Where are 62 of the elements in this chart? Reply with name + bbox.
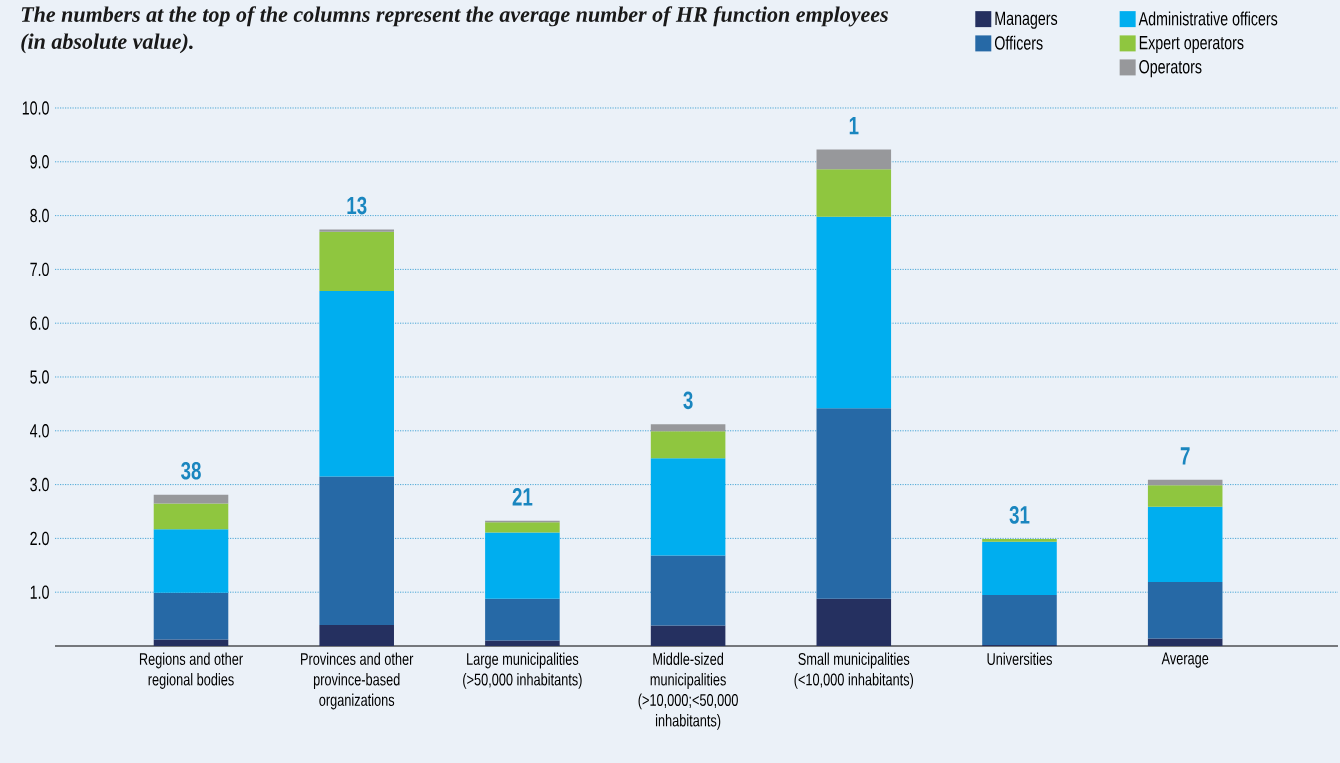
bar [485,598,560,641]
y-tick-label: 3.0 [30,477,49,492]
legend-label: Managers [995,11,1058,29]
legend-label: Administrative officers [1138,11,1278,26]
bar [485,640,560,646]
bar [982,541,1057,595]
bar [982,594,1057,645]
bar [319,625,394,646]
bar [650,555,726,626]
bar [1147,479,1223,486]
annotation: 3 [683,391,693,410]
annotation: 21 [512,487,533,506]
y-tick-label: 9.0 [30,155,49,169]
x-tick-label: Large municipalities (>50,000 inhabitants) [463,652,582,689]
annotation: 31 [1009,506,1030,524]
y-tick-label: 8.0 [30,208,49,223]
bar [816,169,892,217]
bar [650,424,726,432]
y-tick-label: 7.0 [30,262,49,277]
bar [319,290,394,477]
bar [816,216,892,409]
bar [1147,638,1223,646]
bar [816,408,892,599]
y-tick-label: 5.0 [30,370,49,384]
bar [982,538,1057,542]
bar [1147,485,1223,507]
bar [485,522,560,533]
bar [650,431,726,459]
y-tick-label: 4.0 [29,424,49,438]
x-tick-label: Provinces and other province-based organizations [301,652,414,710]
chart-title: The numbers at the top of the columns represent the average number of HR function employees (in absolute value). [21,6,888,54]
y-tick-label: 6.0 [30,316,49,330]
bar [650,625,726,646]
bar [319,476,394,626]
bar [153,639,229,646]
x-tick-label: Small municipalities (<10,000 inhabitants) [794,652,914,689]
legend-label: Officers [994,35,1043,50]
annotation: 7 [1180,447,1190,465]
bar [650,458,726,556]
x-tick-label: Regions and other regional bodies [139,652,243,689]
bar [153,494,229,504]
bar [153,592,229,640]
annotation: 38 [181,461,201,480]
x-tick-label: Middle-sized municipalities (>10,000;<50,000 inhabitants) [638,652,738,730]
y-tick-label: 10.0 [22,101,49,115]
y-tick-label: 2.0 [30,531,49,546]
bar [319,231,394,291]
bar [319,229,394,232]
bar [1147,581,1223,639]
x-tick-label: Average [1161,652,1209,668]
bar [153,529,229,593]
legend-label: Operators [1139,60,1202,78]
annotation: 1 [849,117,859,135]
bar [816,149,892,170]
legend-label: Expert operators [1139,36,1244,54]
bar [153,503,229,530]
x-tick-label: Universities [987,652,1052,666]
bar [816,598,892,646]
annotation: 13 [347,196,367,215]
y-tick-label: 1.0 [30,585,49,599]
bar [485,532,560,599]
bar [1147,506,1223,582]
